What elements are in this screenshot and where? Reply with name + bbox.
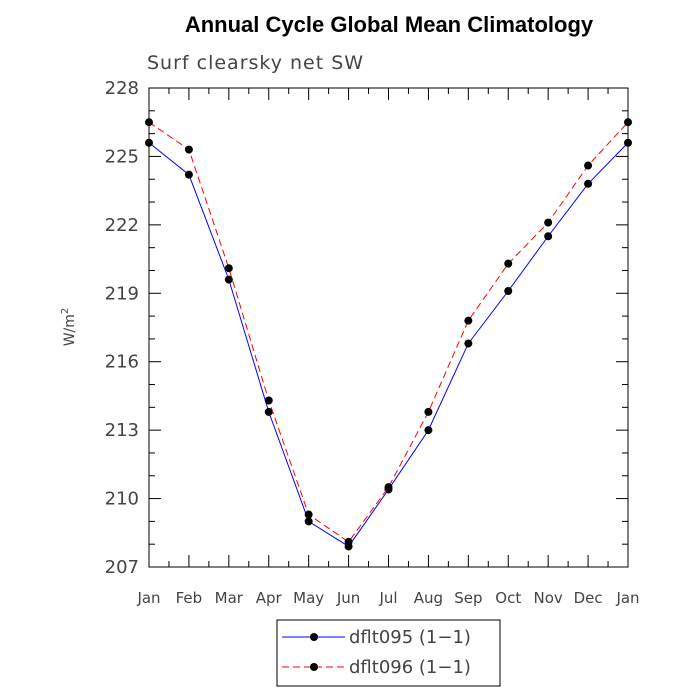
legend: dflt095 (1−1) dflt096 (1−1) <box>276 619 501 687</box>
x-tick-label: Sep <box>454 589 482 607</box>
data-point <box>184 145 193 154</box>
y-tick-label: 225 <box>105 146 139 167</box>
legend-label: dflt095 (1−1) <box>349 627 471 648</box>
axis-tick-labels: 207 210 213 216 219 222 225 228 Jan Feb Mar Apr May J… <box>105 78 640 607</box>
y-tick-label: 210 <box>105 489 139 510</box>
series-line <box>148 121 629 543</box>
y-axis-label-superscript: 2 <box>60 308 71 314</box>
x-tick-label: Jan <box>136 589 160 607</box>
y-tick-label: 207 <box>105 557 139 578</box>
x-tick-label: Jan <box>615 589 639 607</box>
y-tick-label: 228 <box>105 78 139 99</box>
data-point <box>424 407 433 416</box>
chart-subtitle: Surf clearsky net SW <box>147 52 364 74</box>
legend-marker <box>310 663 318 671</box>
data-point <box>544 218 553 227</box>
x-tick-label: Nov <box>534 589 563 607</box>
data-point <box>384 483 393 492</box>
data-point <box>304 510 313 519</box>
data-point <box>464 316 473 325</box>
svg-text:W/m2: W/m2 <box>60 308 78 347</box>
x-tick-label: Oct <box>495 589 521 607</box>
legend-item: dflt096 (1−1) <box>282 657 471 678</box>
x-tick-label: Apr <box>256 589 283 607</box>
data-point <box>584 161 593 170</box>
x-tick-label: Jul <box>378 589 397 607</box>
data-point <box>504 259 513 268</box>
x-tick-label: May <box>293 589 324 607</box>
legend-item: dflt095 (1−1) <box>282 627 471 648</box>
x-tick-label: Mar <box>215 589 244 607</box>
data-point <box>264 407 273 416</box>
data-point <box>584 179 593 188</box>
plot-frame <box>148 87 629 568</box>
legend-marker <box>310 633 318 641</box>
x-tick-label: Jun <box>336 589 360 607</box>
series-2 <box>145 118 632 546</box>
x-tick-label: Dec <box>574 589 603 607</box>
axis-ticks <box>148 87 629 568</box>
y-tick-label: 222 <box>105 215 139 236</box>
data-point <box>184 170 193 179</box>
data-point <box>424 426 433 435</box>
y-tick-label: 213 <box>105 420 139 441</box>
x-tick-label: Feb <box>176 589 203 607</box>
data-point <box>464 339 473 348</box>
legend-label: dflt096 (1−1) <box>349 657 471 678</box>
y-axis-label-text: W/m <box>62 314 78 346</box>
x-tick-label: Aug <box>414 589 443 607</box>
data-point <box>504 287 513 296</box>
data-point <box>304 517 313 526</box>
data-point <box>544 232 553 241</box>
legend-box <box>276 619 501 687</box>
chart-title: Annual Cycle Global Mean Climatology <box>185 12 594 37</box>
y-tick-label: 216 <box>105 352 139 373</box>
data-point <box>264 396 273 405</box>
data-point <box>224 275 233 284</box>
series-layer <box>145 118 632 551</box>
y-tick-label: 219 <box>105 283 139 304</box>
data-point <box>224 264 233 273</box>
data-point <box>344 537 353 546</box>
y-axis-label: W/m2 <box>60 308 78 347</box>
